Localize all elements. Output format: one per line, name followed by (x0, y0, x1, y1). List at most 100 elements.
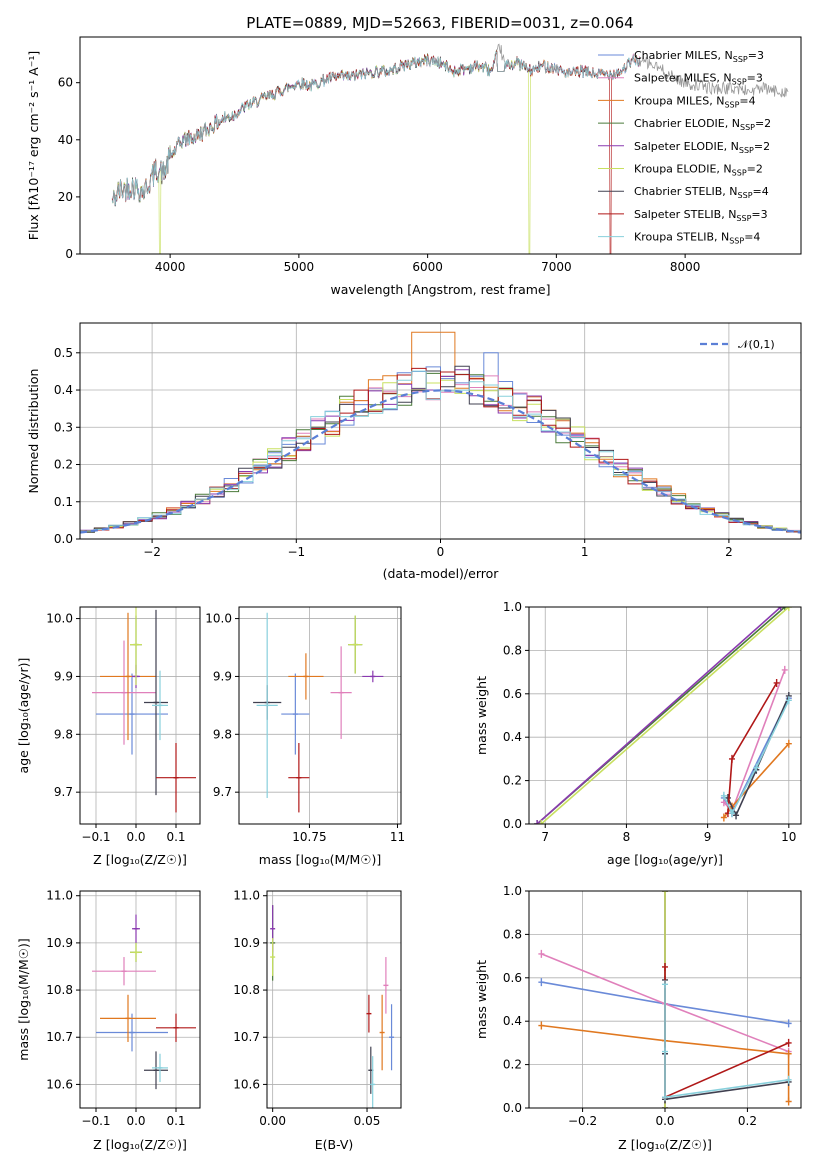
spectrum-legend: Chabrier MILES, NSSP=3 Salpeter MILES, NS… (598, 49, 771, 246)
y-tick-label: 0.6 (503, 687, 522, 701)
x-tick-label: −1 (287, 545, 305, 559)
y-tick-label: 10.6 (233, 1077, 260, 1091)
plot-area-weight_vs_age (534, 607, 792, 824)
x-tick-label: 0.0 (655, 1114, 674, 1128)
y-tick-label: 10.9 (233, 936, 260, 950)
legend-label-chabrier-elodie: Chabrier ELODIE, NSSP=2 (634, 117, 771, 132)
errorbar-salpeter-miles (383, 957, 389, 1014)
legend-label-salpeter-stelib: Salpeter STELIB, NSSP=3 (634, 208, 768, 223)
y-tick-label: 9.9 (213, 669, 232, 683)
y-tick-label: 0.1 (54, 495, 73, 509)
errorbar-kroupa-elodie (270, 938, 276, 976)
y-tick-label: 40 (58, 133, 73, 147)
y-tick-label: 0.3 (54, 420, 73, 434)
errorbar-chabrier-miles (96, 673, 168, 755)
series-line (723, 699, 790, 815)
frame-age_vs_Z: −0.1 0.0 0.1 9.7 9.8 9.9 10.0 Z [log₁₀(Z/Z☉)] ag… (16, 606, 201, 867)
axes-age_vs_Z: −0.1 0.0 0.1 9.7 9.8 9.9 10.0 Z [log₁₀(Z/Z☉)] ag… (16, 606, 201, 867)
x-tick-label: 10.75 (292, 830, 326, 844)
axes-mass_vs_ebv: 0.00 0.05 10.6 10.7 10.8 10.9 11.0 E(B-V) (233, 889, 402, 1152)
x-axis-label: mass [log₁₀(M/M☉)] (259, 852, 381, 867)
x-tick-label: 2 (725, 545, 733, 559)
series-line (536, 607, 782, 824)
y-tick-label: 11.0 (233, 889, 260, 903)
y-tick-label: 0.8 (503, 927, 522, 941)
x-axis-label: (data-model)/error (383, 566, 500, 581)
y-tick-label: 10.8 (46, 983, 73, 997)
y-tick-label: 0.6 (503, 971, 522, 985)
grid-age_vs_Z (80, 607, 200, 824)
series-marker (720, 791, 727, 800)
legend-label-chabrier-stelib: Chabrier STELIB, NSSP=4 (634, 185, 769, 200)
series-line (664, 980, 789, 1101)
grid-mass_vs_Z (80, 891, 200, 1108)
series-marker (785, 696, 792, 705)
y-axis-label: mass [log₁₀(M/M☉)] (16, 938, 31, 1060)
frame-mass_vs_Z: −0.1 0.0 0.1 10.6 10.7 10.8 10.9 11.0 Z [log₁₀(Z… (16, 889, 201, 1152)
series-line (664, 967, 789, 1099)
y-tick-label: 60 (58, 76, 73, 90)
y-tick-label: 9.8 (54, 727, 73, 741)
y-tick-label: 9.9 (54, 669, 73, 683)
model-spectrum-chabrier-stelib (111, 50, 640, 207)
y-axis-label: mass weight (474, 960, 489, 1039)
series-line (723, 669, 786, 813)
series-salpeter-miles (720, 665, 788, 815)
series-chabrier-stelib (662, 975, 792, 1104)
errorbar-salpeter-miles (92, 640, 156, 745)
x-tick-label: 9 (704, 830, 712, 844)
legend-label-kroupa-elodie: Kroupa ELODIE, NSSP=2 (634, 163, 763, 178)
plot-area-spectrum (111, 43, 789, 254)
x-tick-label: −0.1 (81, 830, 110, 844)
y-tick-label: 0.2 (54, 458, 73, 472)
x-tick-label: −0.2 (568, 1114, 597, 1128)
axes-spectrum: 4000 5000 6000 7000 8000 0 20 40 60 wavelength [A… (26, 36, 802, 297)
series-marker (662, 1047, 668, 1056)
series-marker (733, 811, 740, 820)
x-tick-label: 0.1 (166, 1114, 185, 1128)
grid-mass_vs_ebv (267, 891, 401, 1108)
errorbar-chabrier-miles (281, 673, 310, 755)
legend-label-gaussian: 𝒩(0,1) (738, 338, 775, 351)
x-tick-label: 0.0 (126, 1114, 145, 1128)
x-tick-label: −0.1 (81, 1114, 110, 1128)
model-spectrum-salpeter-miles (112, 50, 640, 206)
plot-area-mass_vs_Z (92, 914, 196, 1090)
y-axis-label: Flux [fλ10⁻¹⁷ erg cm⁻² s⁻¹ A⁻¹] (26, 51, 41, 240)
errorbar-kroupa-stelib (152, 670, 168, 741)
y-tick-label: 10.9 (46, 936, 73, 950)
x-tick-label: 6000 (412, 260, 443, 274)
axes-mass_vs_Z: −0.1 0.0 0.1 10.6 10.7 10.8 10.9 11.0 Z [log₁₀(Z… (16, 889, 201, 1152)
y-tick-label: 0.0 (54, 532, 73, 546)
plot-area-age_vs_Z (92, 607, 196, 813)
x-tick-label: 0.2 (738, 1114, 757, 1128)
legend-label-chabrier-miles: Chabrier MILES, NSSP=3 (634, 49, 764, 64)
errorbar-salpeter-stelib (156, 1013, 196, 1042)
y-tick-label: 20 (58, 190, 73, 204)
series-line (727, 682, 778, 814)
plot-area-weight_vs_Z (538, 891, 792, 1108)
y-tick-label: 0.8 (503, 643, 522, 657)
series-marker (538, 978, 545, 987)
series-salpeter-stelib (724, 678, 780, 818)
plot-area-age_vs_mass (253, 612, 384, 813)
x-axis-label: Z [log₁₀(Z/Z☉)] (93, 852, 187, 867)
axes-weight_vs_Z: −0.2 0.0 0.2 0.0 0.2 0.4 0.6 0.8 1.0 Z [log₁₀(Z/Z… (474, 884, 802, 1152)
axes-age_vs_mass: 10.75 11 9.7 9.8 9.9 10.0 mass [log₁₀(M/M☉)] (205, 606, 405, 867)
x-axis-label: E(B-V) (315, 1137, 354, 1152)
x-tick-label: 8 (623, 830, 631, 844)
x-axis-label: Z [log₁₀(Z/Z☉)] (618, 1137, 712, 1152)
frame-weight_vs_Z: −0.2 0.0 0.2 0.0 0.2 0.4 0.6 0.8 1.0 Z [log₁₀(Z/Z… (474, 884, 802, 1152)
errorbar-kroupa-miles (100, 994, 156, 1042)
model-spectrum-salpeter-stelib (111, 50, 640, 254)
plot-area-residuals (80, 331, 801, 539)
axes-frame (266, 890, 402, 1109)
legend-label-kroupa-miles: Kroupa MILES, NSSP=4 (634, 94, 756, 109)
y-tick-label: 10.0 (205, 612, 232, 626)
series-kroupa-stelib (662, 980, 792, 1102)
series-salpeter-stelib (662, 962, 792, 1102)
x-tick-label: 0.00 (259, 1114, 286, 1128)
errorbar-chabrier-miles (389, 1004, 395, 1071)
y-tick-label: 1.0 (503, 884, 522, 898)
y-tick-label: 0.0 (503, 817, 522, 831)
